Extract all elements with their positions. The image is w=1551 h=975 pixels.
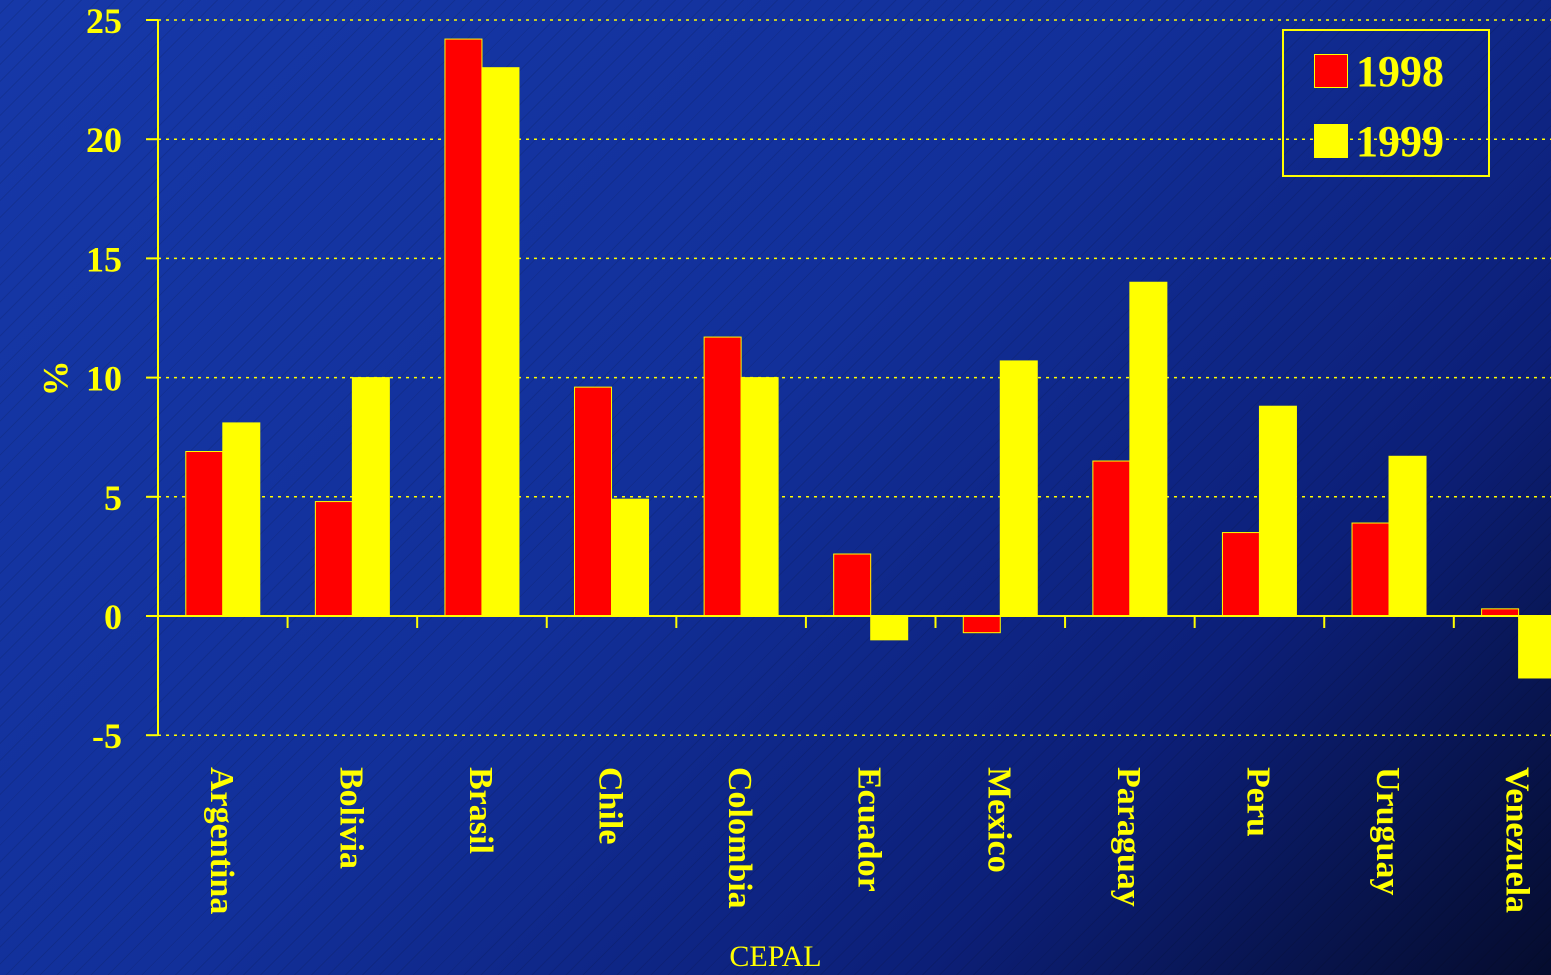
legend-item-1998: 1998 xyxy=(1314,41,1444,101)
bars xyxy=(185,38,1551,679)
bar-1998-colombia xyxy=(703,336,742,617)
y-tick-label: -5 xyxy=(92,716,122,756)
x-tick-label-mexico: Mexico xyxy=(980,767,1017,873)
bar-1998-brasil xyxy=(444,38,483,617)
x-tick-label-colombia: Colombia xyxy=(721,767,758,909)
bar-1999-argentina xyxy=(222,422,261,617)
y-tick-label: 20 xyxy=(86,120,122,160)
bar-1999-peru xyxy=(1258,405,1297,617)
x-tick-label-paraguay: Paraguay xyxy=(1110,767,1147,907)
legend-item-1999: 1999 xyxy=(1314,111,1444,171)
bar-1998-ecuador xyxy=(833,553,872,617)
x-tick-labels: Argentina Bolivia Brasil Chile Colombia Ecuad… xyxy=(203,767,1536,914)
bar-1999-mexico xyxy=(999,360,1038,617)
legend-label-1998: 1998 xyxy=(1356,46,1444,96)
y-tick-label: 5 xyxy=(104,478,122,518)
x-tick-label-bolivia: Bolivia xyxy=(332,767,369,869)
bar-1999-ecuador xyxy=(870,615,909,641)
bar-1999-uruguay xyxy=(1388,455,1427,617)
x-tick-label-uruguay: Uruguay xyxy=(1369,767,1406,895)
bar-1998-bolivia xyxy=(314,501,353,617)
bar-1998-chile xyxy=(574,386,613,617)
bar-1998-mexico xyxy=(962,615,1001,634)
y-tick-label: 15 xyxy=(86,239,122,279)
bar-1999-chile xyxy=(611,498,650,617)
x-tick-label-peru: Peru xyxy=(1239,767,1276,837)
bar-1999-colombia xyxy=(740,377,779,617)
legend-swatch-1998 xyxy=(1314,54,1348,88)
x-tick-label-brasil: Brasil xyxy=(462,767,499,854)
bar-1998-venezuela xyxy=(1481,608,1520,617)
x-tick-label-argentina: Argentina xyxy=(203,767,240,914)
y-tick-label: 25 xyxy=(86,1,122,41)
bar-1998-argentina xyxy=(185,451,224,617)
source-label: CEPAL xyxy=(729,940,822,973)
bar-1999-venezuela xyxy=(1518,615,1551,679)
y-tick-label: 10 xyxy=(86,359,122,399)
bar-1999-brasil xyxy=(481,67,520,617)
bar-1998-paraguay xyxy=(1092,460,1131,617)
y-tick-label: 0 xyxy=(104,597,122,637)
legend-swatch-1999 xyxy=(1314,124,1348,158)
bar-1998-peru xyxy=(1221,532,1260,617)
bar-1999-bolivia xyxy=(351,377,390,617)
legend-label-1999: 1999 xyxy=(1356,116,1444,166)
legend: 1998 1999 xyxy=(1282,29,1490,177)
bar-1998-uruguay xyxy=(1351,522,1390,617)
axes xyxy=(146,19,1551,737)
x-tick-label-ecuador: Ecuador xyxy=(851,767,888,892)
y-tick-labels: -5 0 5 10 15 20 25 xyxy=(86,1,122,756)
y-axis-label: % xyxy=(36,360,76,396)
bar-1999-paraguay xyxy=(1129,281,1168,617)
x-tick-label-venezuela: Venezuela xyxy=(1499,767,1536,913)
x-tick-label-chile: Chile xyxy=(592,767,629,844)
gridlines xyxy=(158,19,1551,736)
